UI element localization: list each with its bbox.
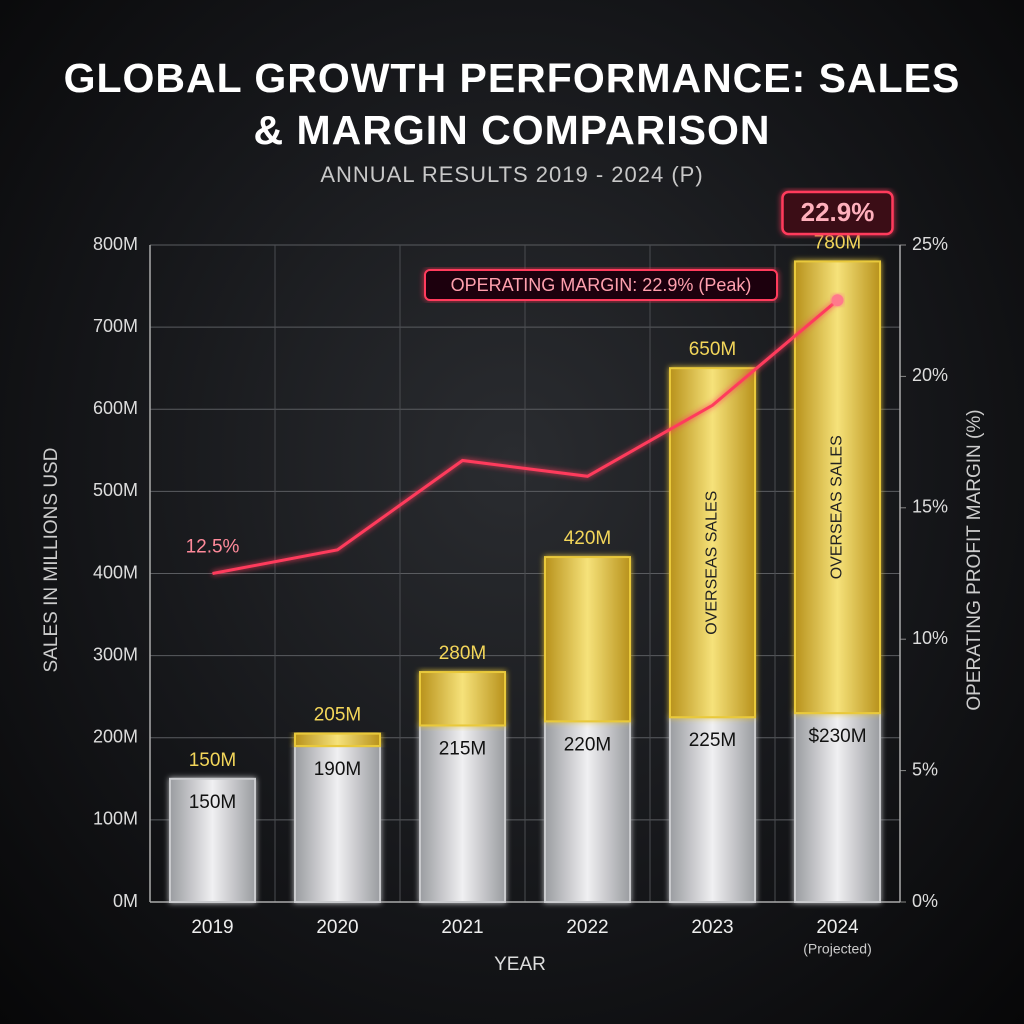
total-label: 650M xyxy=(689,339,737,360)
total-label: 280M xyxy=(439,643,487,664)
bar-value-label: 215M xyxy=(439,738,487,759)
annotation: OPERATING MARGIN: 22.9% (Peak) xyxy=(451,275,752,295)
bar-segment xyxy=(794,260,881,715)
segment-name: OVERSEAS SALES xyxy=(704,491,721,635)
bar-segment xyxy=(669,367,756,719)
x-tick-label: 2024 xyxy=(816,917,859,938)
bar-segment xyxy=(544,720,631,904)
y2-tick-label: 0% xyxy=(912,891,938,911)
annotation-box xyxy=(424,269,778,301)
x-tick-label: 2021 xyxy=(441,917,483,938)
x-tick-label: 2019 xyxy=(191,917,233,938)
x-axis-label: YEAR xyxy=(494,954,546,975)
segment-name: OVERSEAS SALES xyxy=(829,435,846,579)
y-tick-label: 200M xyxy=(93,727,138,747)
bar-segment xyxy=(419,724,506,904)
bar-segment xyxy=(794,712,881,903)
y-axis-label: SALES IN MILLIONS USD xyxy=(41,448,62,673)
y2-tick-label: 10% xyxy=(912,628,948,648)
x-tick-label: 2020 xyxy=(316,917,358,938)
chart-title: GLOBAL GROWTH PERFORMANCE: SALES & MARGI… xyxy=(63,55,961,153)
y-tick-label: 500M xyxy=(93,480,138,500)
x-tick-label: 2023 xyxy=(691,917,733,938)
y2-tick-label: 20% xyxy=(912,365,948,385)
bar-value-label: 220M xyxy=(564,734,612,755)
y-tick-label: 0M xyxy=(113,891,138,911)
y-tick-label: 300M xyxy=(93,644,138,664)
line-value-label: 12.5% xyxy=(186,537,240,558)
bar-value-label: 225M xyxy=(689,730,737,751)
bar-segment xyxy=(169,777,256,903)
y-tick-label: 600M xyxy=(93,398,138,418)
margin-line xyxy=(212,299,839,575)
y-tick-label: 400M xyxy=(93,562,138,582)
bar-segment xyxy=(419,671,506,727)
bar-segment xyxy=(294,744,381,904)
total-label: 780M xyxy=(814,232,862,253)
y-tick-label: 700M xyxy=(93,316,138,336)
bar-value-label: 190M xyxy=(314,759,362,780)
bar-segment xyxy=(294,732,381,747)
bar-value-label: $230M xyxy=(808,726,866,747)
total-label: 150M xyxy=(189,750,237,771)
category-note: (Projected) xyxy=(803,941,871,957)
y-tick-label: 100M xyxy=(93,809,138,829)
total-label: 420M xyxy=(564,528,612,549)
y2-tick-label: 15% xyxy=(912,497,948,517)
bar-segment xyxy=(544,556,631,723)
bar-value-label: 150M xyxy=(189,792,237,813)
callout-box xyxy=(781,190,894,236)
peak-point xyxy=(831,294,844,307)
y-tick-label: 800M xyxy=(93,234,138,254)
y2-tick-label: 25% xyxy=(912,234,948,254)
callout-label: 22.9% xyxy=(801,197,875,227)
y2-axis-label: OPERATING PROFIT MARGIN (%) xyxy=(964,409,985,710)
total-label: 205M xyxy=(314,705,362,726)
chart-subtitle: ANNUAL RESULTS 2019 - 2024 (P) xyxy=(320,162,704,187)
y2-tick-label: 5% xyxy=(912,759,938,779)
x-tick-label: 2022 xyxy=(566,917,608,938)
